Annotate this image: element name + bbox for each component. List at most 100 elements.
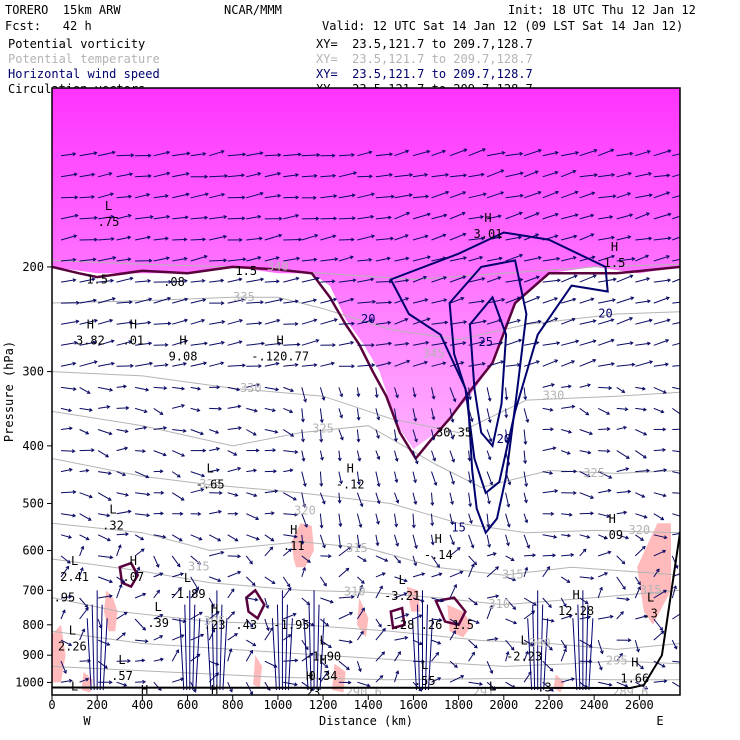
wind-vector [431,191,449,199]
wind-vector [486,534,491,548]
wind-vector [486,319,502,325]
wind-vector-head [454,664,458,668]
wind-vector [468,277,485,283]
wind-vector [134,567,140,578]
wind-vector [227,467,241,473]
wind-vector [579,298,594,304]
wind-vector-head [231,611,235,615]
wind-vector-head [625,455,630,459]
wind-vector [431,276,447,283]
wind-vector-head [275,361,280,366]
wind-vector-head [202,151,207,156]
wind-vector [449,450,455,463]
wind-vector [468,256,483,262]
wind-vector-head [218,490,223,495]
wind-vector-head [497,214,502,219]
wind-vector-head [68,642,73,646]
wind-vector [561,554,574,557]
wind-vector [320,298,337,304]
wind-vector-head [270,511,275,516]
wind-vector [542,342,560,346]
legend-xy-wind: XY= 23.5,121.7 to 209.7,128.7 [316,67,533,81]
wind-vector [486,169,504,178]
wind-vector-head [314,233,319,238]
wind-vector-head [610,338,615,343]
wind-vector-head [612,277,617,282]
wind-vector-head [124,429,129,434]
x-tick-label: 200 [86,698,108,712]
wind-vector [412,387,416,397]
wind-vector-head [123,384,127,389]
wind-vector [561,534,571,537]
wind-vector [98,216,114,220]
wind-vector-head [432,457,437,462]
wind-vector [282,548,292,557]
pv-extremum-marker: L [521,634,528,648]
wind-vector-head [405,278,410,283]
wind-vector [320,597,334,603]
wind-vector [634,660,644,670]
pv-extremum-value: -.12 [336,478,365,492]
wind-vector [227,386,240,391]
pv-extremum-marker: H [319,653,326,667]
wind-vector [320,639,332,648]
wind-vector [338,429,344,440]
wind-vector-head [218,509,222,514]
wind-vector-head [93,318,98,323]
wind-vector-head [287,634,292,638]
wind-vector-head [109,579,114,584]
wind-vector-head [611,362,615,366]
wind-vector [653,513,664,521]
pv-extremum-marker: H [631,656,638,670]
wind-vector [505,364,520,367]
wind-vector [486,566,499,578]
wind-vector-head [586,473,591,478]
wind-vector-head [129,172,134,177]
wind-vector-head [459,570,464,575]
wind-vector-head [482,192,487,197]
wind-vector-head [197,386,202,391]
x-tick-label: 2600 [625,698,654,712]
wind-vector-head [379,585,383,590]
wind-vector [672,513,680,517]
wind-vector-head [389,152,394,157]
wind-vector-head [275,279,280,284]
wind-vector-head [287,587,292,591]
wind-vector-head [555,190,560,195]
wind-vector [598,319,614,325]
pv-extremum-value: 12.28 [558,604,594,618]
wind-vector [616,611,624,620]
wind-vector-head [590,511,595,516]
theta-label: 330 [240,381,262,395]
wind-vector-head [277,193,282,198]
wind-vector-head [394,419,399,424]
pv-extremum-value: .07 [122,570,144,584]
wind-vector-head [682,428,685,431]
wind-vector-head [637,586,641,591]
wind-vector [505,513,510,527]
wind-vector [653,363,669,367]
wind-vector-head [148,258,153,263]
wind-vector [375,195,394,199]
wind-vector-head [122,632,126,636]
wind-vector-head [301,457,306,462]
wind-vector-head [106,405,111,409]
wind-vector [283,492,297,501]
wind-vector-head [425,340,430,345]
wind-vector-head [426,255,431,260]
wind-vector-head [506,523,511,528]
wind-vector-head [255,448,260,453]
pv-extremum-marker: H [277,334,284,348]
wind-vector [375,301,392,304]
wind-vector-head [519,193,524,198]
wind-vector [320,618,329,627]
wind-vector [116,154,134,157]
wind-vector-head [683,276,686,279]
wind-vector-head [550,511,555,516]
wind-vector-head [554,170,559,175]
wind-vector-head [356,393,361,398]
wind-vector [171,534,183,542]
wind-vector-head [376,483,381,488]
wind-vector [486,450,491,460]
wind-vector [283,386,294,392]
